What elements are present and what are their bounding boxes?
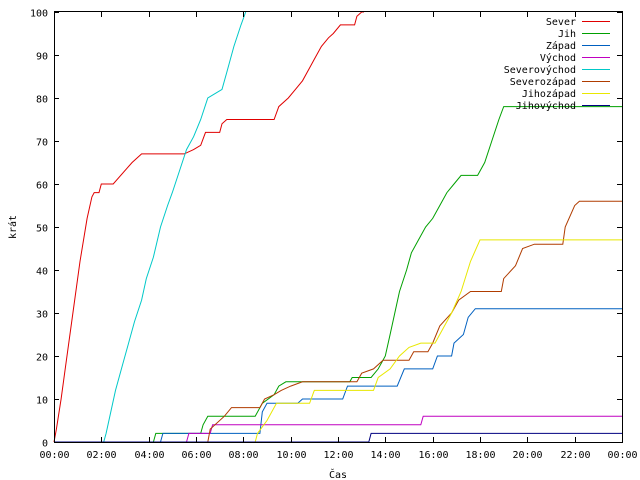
legend-label: Jihovýchod <box>516 100 576 112</box>
y-tick-label: 30 <box>36 310 48 321</box>
x-tick-label: 12:00 <box>323 450 353 461</box>
x-tick-label: 16:00 <box>418 450 448 461</box>
y-tick-label: 0 <box>42 439 48 450</box>
series-line-5 <box>54 200 622 443</box>
x-tick-label: 00:00 <box>39 450 69 461</box>
legend-label: Jih <box>558 29 576 40</box>
legend: SeverJihZápadVýchodSeverovýchodSeverozáp… <box>504 17 610 112</box>
legend-label: Severovýchod <box>504 64 576 76</box>
series-line-1 <box>54 106 622 443</box>
y-tick-label: 40 <box>36 267 48 278</box>
x-tick-label: 18:00 <box>465 450 495 461</box>
x-tick-label: 10:00 <box>276 450 306 461</box>
x-tick-label: 14:00 <box>370 450 400 461</box>
y-tick-label: 90 <box>36 52 48 63</box>
x-tick-label: 00:00 <box>607 450 637 461</box>
y-tick-label: 20 <box>36 353 48 364</box>
x-tick-label: 04:00 <box>134 450 164 461</box>
x-tick-label: 02:00 <box>86 450 116 461</box>
legend-label: Západ <box>546 40 576 52</box>
y-tick-label: 80 <box>36 95 48 106</box>
legend-label: Sever <box>546 17 576 28</box>
x-axis-label: Čas <box>329 468 347 480</box>
legend-label: Východ <box>540 52 576 64</box>
y-axis-label: krát <box>7 215 19 239</box>
series-layer <box>53 11 622 443</box>
legend-label: Severozápad <box>510 76 576 88</box>
y-tick-label: 10 <box>36 396 48 407</box>
legend-label: Jihozápad <box>522 88 576 100</box>
y-tick-label: 50 <box>36 224 48 235</box>
series-line-4 <box>54 11 247 443</box>
x-tick-label: 22:00 <box>560 450 590 461</box>
series-line-6 <box>54 239 622 443</box>
ticks-layer: 0 10 20 30 40 50 60 70 80 90 100 00:00 02:00 04:00 06:… <box>30 9 638 462</box>
y-tick-label: 100 <box>30 9 48 20</box>
series-line-0 <box>53 11 364 443</box>
x-tick-label: 08:00 <box>228 450 258 461</box>
x-tick-label: 20:00 <box>512 450 542 461</box>
y-tick-label: 70 <box>36 138 48 149</box>
x-tick-label: 06:00 <box>181 450 211 461</box>
series-line-3 <box>54 415 622 443</box>
series-line-2 <box>54 308 622 443</box>
y-tick-label: 60 <box>36 181 48 192</box>
